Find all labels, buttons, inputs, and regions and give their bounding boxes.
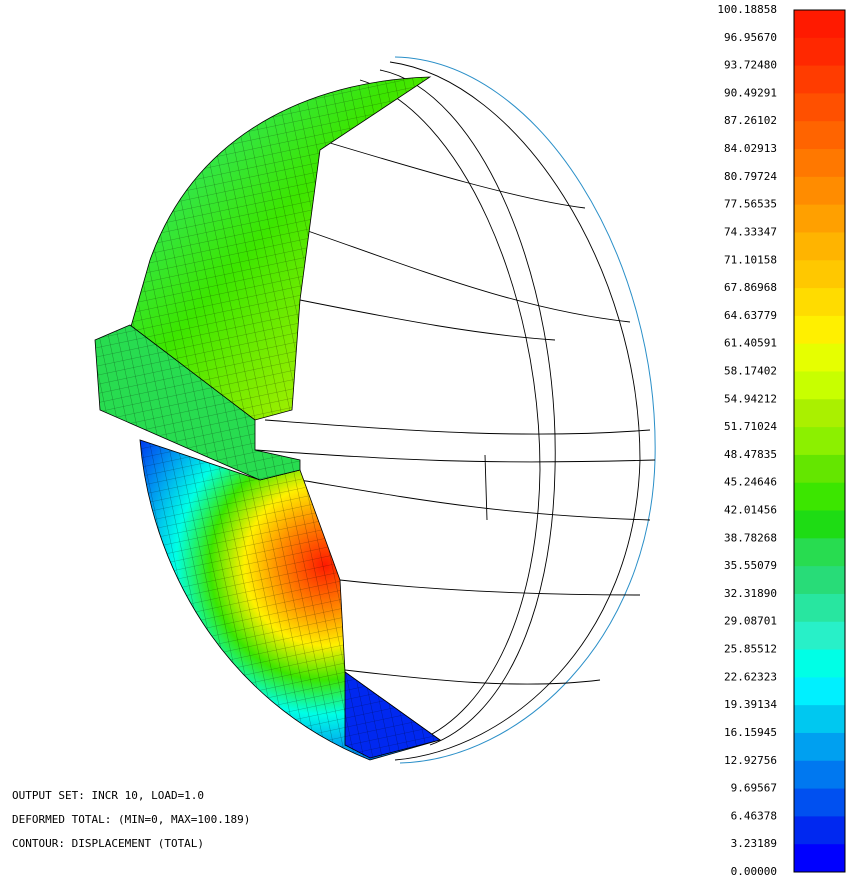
legend-label: 61.40591 [724, 337, 777, 350]
color-band [794, 844, 845, 873]
legend-label: 9.69567 [731, 782, 777, 795]
outer-rim [394, 56, 656, 764]
color-band [794, 427, 845, 456]
color-band [794, 260, 845, 289]
legend-label: 54.94212 [724, 392, 777, 405]
model [94, 56, 656, 764]
color-band [794, 482, 845, 512]
color-band [794, 705, 845, 734]
legend-label: 19.39134 [724, 698, 777, 711]
lower-mesh [140, 440, 440, 760]
legend-label: 77.56535 [724, 198, 777, 211]
legend-label: 3.23189 [731, 837, 777, 850]
color-band [794, 93, 845, 122]
color-band [794, 371, 845, 400]
upper-mesh [130, 77, 430, 420]
legend-label: 96.95670 [724, 31, 777, 44]
color-band [794, 288, 845, 317]
ring-mesh [95, 325, 300, 480]
color-band [794, 204, 845, 233]
color-band [794, 65, 845, 94]
legend-label: 51.71024 [724, 420, 777, 433]
color-band [794, 538, 845, 567]
legend-label: 0.00000 [731, 865, 777, 878]
color-band [794, 343, 845, 372]
color-band [794, 149, 845, 178]
legend-label: 90.49291 [724, 86, 777, 99]
legend-label: 71.10158 [724, 253, 777, 266]
legend: 100.18858 96.95670 93.72480 90.49291 87.2610… [717, 3, 846, 878]
legend-label: 100.18858 [717, 3, 777, 16]
color-band [794, 677, 845, 706]
color-band [794, 232, 845, 261]
color-band [794, 121, 845, 150]
legend-label: 84.02913 [724, 142, 777, 155]
legend-label: 80.79724 [724, 170, 777, 183]
colorbar-frame [793, 9, 846, 873]
legend-label: 45.24646 [724, 476, 777, 489]
color-band [794, 454, 845, 484]
color-band [794, 816, 845, 845]
color-band [794, 399, 845, 428]
legend-label: 6.46378 [731, 809, 777, 822]
legend-label: 32.31890 [724, 587, 777, 600]
legend-label: 58.17402 [724, 364, 777, 377]
legend-label: 22.62323 [724, 670, 777, 683]
legend-label: 16.15945 [724, 726, 777, 739]
rim-edge [359, 61, 641, 761]
legend-label: 67.86968 [724, 281, 777, 294]
color-band [794, 788, 845, 817]
color-band [794, 732, 845, 762]
legend-label: 12.92756 [724, 754, 777, 767]
wire-lines [254, 139, 656, 685]
color-band [794, 621, 845, 651]
info-line: DEFORMED TOTAL: (MIN=0, MAX=100.189) [12, 813, 250, 826]
color-band [794, 593, 845, 623]
color-band [794, 760, 845, 790]
color-band [794, 510, 845, 539]
color-band [794, 176, 845, 206]
legend-label: 74.33347 [724, 225, 777, 238]
color-band [794, 10, 845, 39]
legend-label: 64.63779 [724, 309, 777, 322]
legend-label: 87.26102 [724, 114, 777, 127]
legend-label: 29.08701 [724, 615, 777, 628]
info-line: CONTOUR: DISPLACEMENT (TOTAL) [12, 837, 204, 850]
color-band [794, 566, 845, 595]
legend-label: 48.47835 [724, 448, 777, 461]
legend-label: 25.85512 [724, 643, 777, 656]
info-block: OUTPUT SET: INCR 10, LOAD=1.0 DEFORMED TO… [12, 789, 250, 850]
color-band [794, 315, 845, 345]
legend-label: 93.72480 [724, 59, 777, 72]
legend-label: 35.55079 [724, 559, 777, 572]
legend-label: 42.01456 [724, 504, 777, 517]
color-band [794, 37, 845, 67]
color-band [794, 649, 845, 678]
info-line: OUTPUT SET: INCR 10, LOAD=1.0 [12, 789, 204, 802]
legend-label: 38.78268 [724, 531, 777, 544]
